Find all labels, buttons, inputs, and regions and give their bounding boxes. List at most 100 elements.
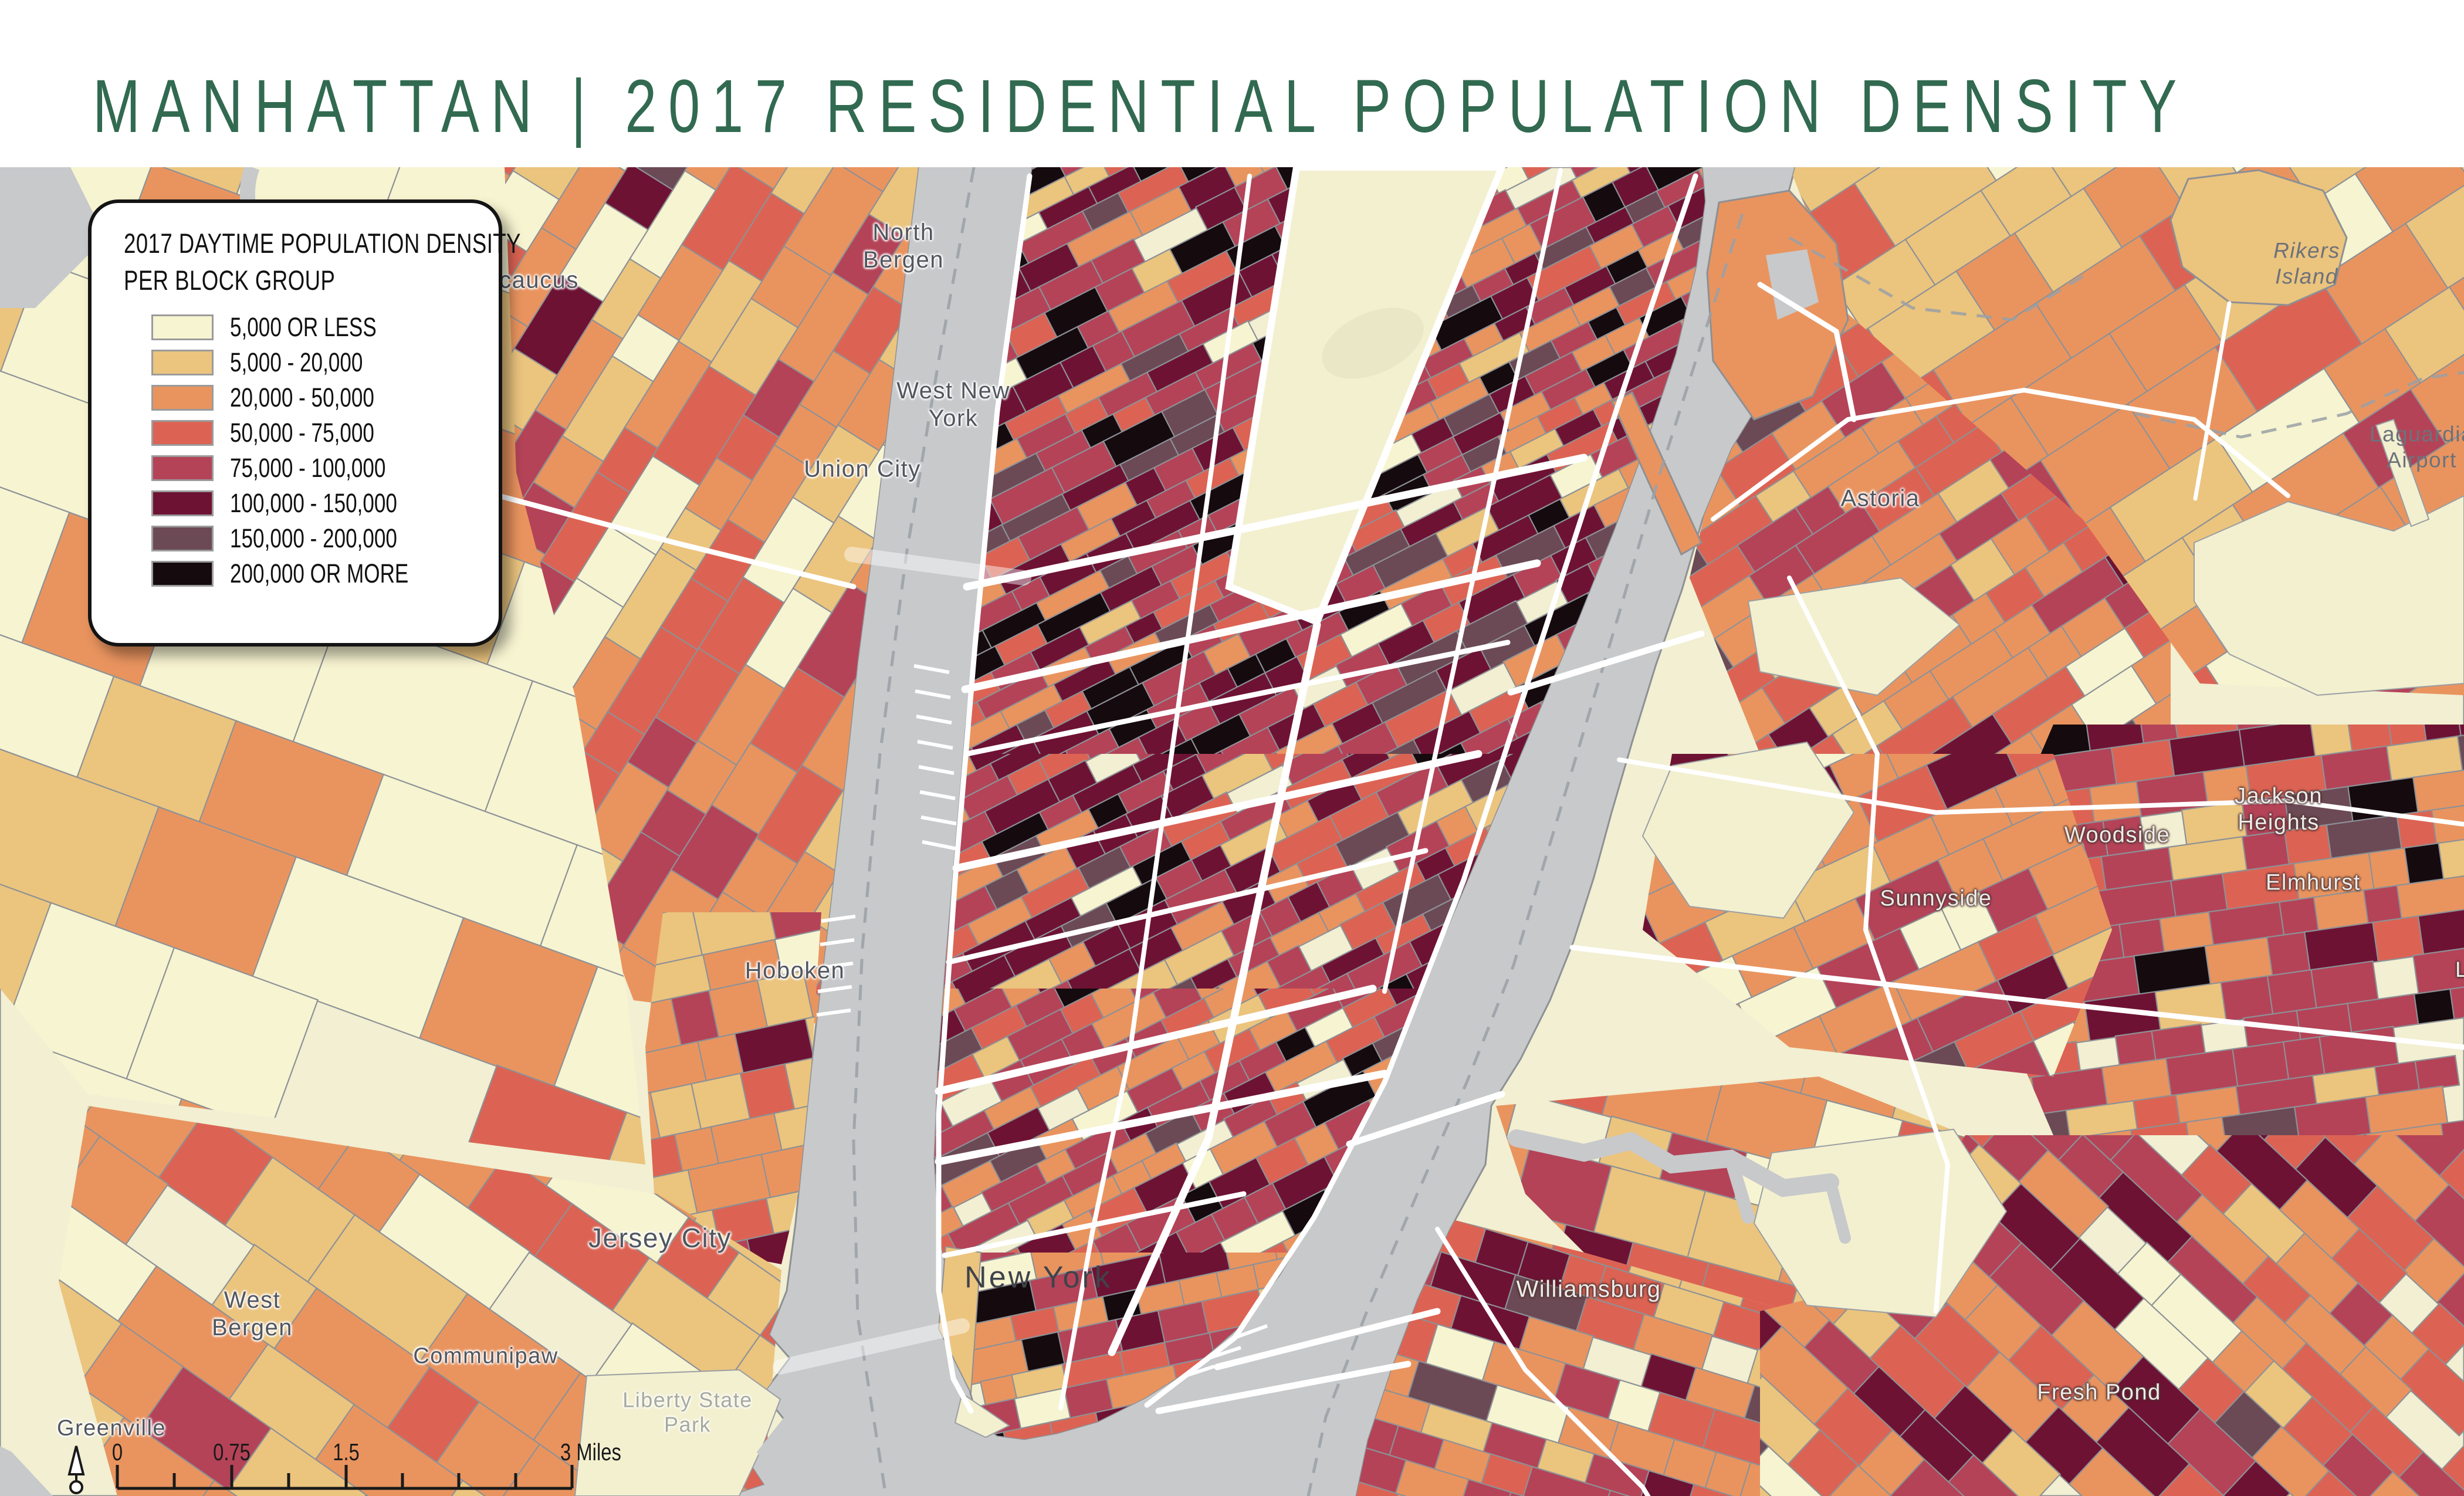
scalebar-ticks <box>116 1465 574 1490</box>
legend-swatch <box>151 525 214 551</box>
boundary-rikers-south <box>2135 371 2464 439</box>
legend-label: 200,000 OR MORE <box>230 558 409 588</box>
scalebar <box>67 1446 574 1494</box>
legend-rows: 5,000 OR LESS 5,000 - 20,000 20,000 - 50,0… <box>124 310 499 591</box>
street-34 <box>946 848 1429 965</box>
fdr-drive <box>1144 173 1698 1408</box>
central-park-reservoir <box>1322 307 1424 379</box>
manhattan-bridge <box>1214 1308 1441 1370</box>
piers <box>816 664 1268 1379</box>
west-side-highway <box>936 173 1033 1414</box>
legend-item: 150,000 - 200,000 <box>124 521 499 556</box>
queensboro-bridge <box>1507 630 1705 696</box>
legend-label: 5,000 - 20,000 <box>230 347 363 377</box>
legend-swatch <box>151 490 214 516</box>
roosevelt-island <box>1611 391 1703 556</box>
brooklyn-bridge <box>1155 1360 1412 1414</box>
scalebar-label-075: 0.75 <box>213 1439 251 1465</box>
boundary-rikers-north <box>1788 236 2090 321</box>
legend-label: 100,000 - 150,000 <box>230 488 397 518</box>
legend-swatch <box>151 349 214 375</box>
grand-central-pkwy <box>1711 388 2290 522</box>
queens-cemetery-north <box>1747 577 1961 696</box>
legend-item: 5,000 OR LESS <box>124 310 499 345</box>
islands <box>1611 169 2348 556</box>
avenue-line-east <box>1382 168 1563 994</box>
legend-swatch <box>151 419 214 446</box>
calvary-cemetery <box>1641 741 1855 919</box>
legend-item: 75,000 - 100,000 <box>124 451 499 486</box>
street-57 <box>964 639 1511 757</box>
borough-line-east-river <box>1307 214 1744 1496</box>
legend-label: 5,000 OR LESS <box>230 312 377 342</box>
map-label-elmhurst: Elmhurst <box>2266 870 2361 895</box>
page-title: MANHATTAN | 2017 RESIDENTIAL POPULATION … <box>93 65 2189 148</box>
map-label-lefrak-clipped: Lef <box>2455 957 2464 982</box>
randalls-inlet <box>1766 249 1819 320</box>
legend-title-line1: 2017 DAYTIME POPULATION DENSITY <box>124 228 521 259</box>
legend-item: 200,000 OR MORE <box>124 556 499 591</box>
nw-corner-water <box>0 167 106 308</box>
newtown-creek-branch2 <box>1825 1176 1851 1244</box>
laguardia-runway <box>2375 418 2430 527</box>
map-label-west-new-york: West New York <box>896 377 1010 431</box>
legend-label: 20,000 - 50,000 <box>230 382 374 412</box>
triborough-bridge <box>1757 282 1857 422</box>
map-label-jackson-heights: Jackson Heights <box>2235 784 2323 835</box>
legend-title: 2017 DAYTIME POPULATION DENSITY PER BLOC… <box>124 225 521 299</box>
sw-corner-water <box>0 1446 53 1496</box>
legend-swatch <box>151 560 214 587</box>
map-label-north-bergen: North Bergen <box>863 219 944 273</box>
legend-item: 50,000 - 75,000 <box>124 415 499 451</box>
legend-label: 75,000 - 100,000 <box>230 452 386 483</box>
bqe-brooklyn <box>1435 1227 1651 1496</box>
map-label-union-city: Union City <box>804 456 921 482</box>
legend-box: 2017 DAYTIME POPULATION DENSITY PER BLOC… <box>88 199 521 647</box>
legend-swatch <box>151 314 214 340</box>
scalebar-label-0: 0 <box>111 1439 123 1465</box>
canal-street <box>942 1191 1247 1258</box>
map-label-laguardia-airport: Laguardia Airport <box>2369 422 2464 472</box>
lincoln-tunnel <box>844 547 1031 585</box>
holland-tunnel <box>773 1318 970 1375</box>
legend-label: 50,000 - 75,000 <box>230 417 374 448</box>
street-42 <box>952 750 1483 872</box>
broadway <box>1058 174 1252 1410</box>
queens-blvd <box>1569 945 2464 1050</box>
map-label-new-york: New York <box>964 1260 1112 1295</box>
route-495 <box>496 493 857 590</box>
map-label-williamsburg: Williamsburg <box>1516 1276 1661 1302</box>
legend-swatch <box>151 384 214 411</box>
rikers-island <box>2169 169 2348 306</box>
roads-layer <box>496 167 2464 1496</box>
rikers-bridge <box>2193 301 2232 501</box>
map-label-greenville: Greenville <box>56 1416 167 1441</box>
legend-label: 150,000 - 200,000 <box>230 523 397 553</box>
newtown-creek <box>1508 1129 1839 1197</box>
scalebar-label-15: 1.5 <box>333 1439 360 1465</box>
street-96 <box>963 453 1588 591</box>
newtown-creek-branch <box>1724 1152 1755 1224</box>
street-59 <box>961 559 1541 693</box>
map-label-hoboken: Hoboken <box>744 957 845 984</box>
houston-street <box>935 1069 1389 1166</box>
williamsburg-bridge <box>1346 1091 1505 1148</box>
central-park-outline <box>1225 167 1506 627</box>
map-label-astoria: Astoria <box>1840 485 1920 512</box>
upper-bay-wedge <box>757 1411 868 1496</box>
legend-title-line2: PER BLOCK GROUP <box>124 264 336 296</box>
legend-swatch <box>151 455 214 481</box>
map-label-sunnyside: Sunnyside <box>1880 886 1992 911</box>
map-label-fresh-pond: Fresh Pond <box>2037 1380 2161 1405</box>
boundary-lines <box>852 167 2464 1496</box>
legend-item: 100,000 - 150,000 <box>124 486 499 521</box>
legend-item: 5,000 - 20,000 <box>124 345 499 380</box>
street-14 <box>935 984 1377 1095</box>
northern-blvd <box>1617 757 2464 827</box>
map-label-west-bergen: West Bergen <box>212 1287 293 1341</box>
map-label-rikers-island: Rikers Island <box>2273 238 2340 288</box>
north-arrow <box>67 1446 85 1494</box>
bqe-queens <box>1787 576 1950 1314</box>
map-label-woodside: Woodside <box>2064 823 2171 848</box>
